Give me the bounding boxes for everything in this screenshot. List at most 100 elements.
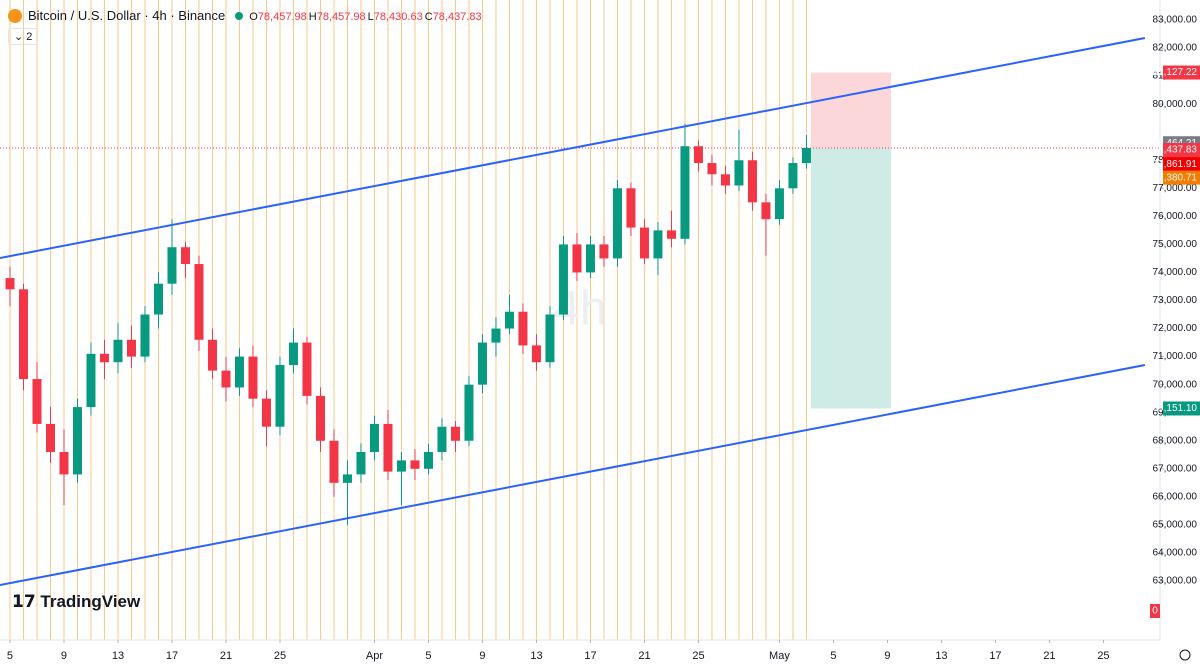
- y-tick-label: 82,000.00: [1153, 43, 1198, 54]
- channel-line: [0, 364, 1146, 587]
- legend-value: 78,457.98: [316, 11, 366, 23]
- volume-label: 0: [1152, 606, 1158, 617]
- price-label: 69,151.10: [1153, 403, 1198, 414]
- x-tick-label: 21: [638, 650, 650, 662]
- price-label: 77,380.71: [1153, 172, 1198, 183]
- y-tick-label: 75,000.00: [1153, 239, 1198, 250]
- y-tick-label: 72,000.00: [1153, 323, 1198, 334]
- candle-body: [545, 314, 555, 363]
- candle-body: [734, 160, 744, 186]
- x-tick-label: 21: [220, 650, 232, 662]
- candle-body: [126, 339, 136, 357]
- candle-body: [464, 384, 474, 441]
- settings-button[interactable]: [1179, 649, 1191, 661]
- candle-body: [450, 426, 460, 441]
- y-tick-label: 66,000.00: [1153, 491, 1198, 502]
- symbol-header: Bitcoin / U.S. Dollar · 4h · Binance O78…: [8, 8, 484, 23]
- legend-key: H: [308, 11, 317, 23]
- candle-body: [437, 426, 447, 452]
- candle-body: [761, 202, 771, 220]
- x-tick-label: 13: [530, 650, 542, 662]
- candle-body: [329, 440, 339, 483]
- candle-body: [261, 398, 271, 427]
- x-tick-label: 25: [692, 650, 704, 662]
- price-label-bg: [1163, 401, 1200, 416]
- x-tick-label: 9: [479, 650, 485, 662]
- x-tick-label: 17: [166, 650, 178, 662]
- legend-key: C: [424, 11, 433, 23]
- price-label-bg: [1163, 157, 1200, 172]
- candle-body: [518, 311, 528, 346]
- legend-key: O: [249, 11, 258, 23]
- symbol-title: Bitcoin / U.S. Dollar · 4h · Binance: [28, 8, 226, 23]
- candle-body: [167, 247, 177, 284]
- candle-body: [275, 365, 285, 427]
- price-label-bg: [1163, 170, 1200, 185]
- price-label: 81,127.22: [1153, 67, 1198, 78]
- x-tick-label: 17: [584, 650, 596, 662]
- price-axis: [1160, 0, 1200, 666]
- candle-body: [45, 423, 55, 452]
- x-tick-label: 9: [61, 650, 67, 662]
- candle-body: [531, 345, 541, 363]
- candle-body: [59, 451, 69, 475]
- y-tick-label: 67,000.00: [1153, 463, 1198, 474]
- candle-body: [774, 188, 784, 220]
- candle-body: [585, 244, 595, 273]
- candle-body: [558, 244, 568, 315]
- x-tick-label: 5: [830, 650, 836, 662]
- candle-body: [639, 227, 649, 259]
- x-tick-label: 21: [1043, 650, 1055, 662]
- target-zone: [810, 147, 891, 409]
- x-tick-label: 13: [935, 650, 947, 662]
- y-tick-label: 63,000.00: [1153, 576, 1198, 587]
- candle-body: [801, 147, 811, 164]
- coin-icon: [8, 8, 22, 23]
- brand-logo[interactable]: 𝟭𝟳 TradingView: [12, 592, 141, 611]
- candle-body: [720, 174, 730, 186]
- candle-body: [369, 423, 379, 452]
- y-tick-label: 74,000.00: [1153, 267, 1198, 278]
- price-label-bg: [1163, 65, 1200, 80]
- candle-body: [504, 311, 514, 329]
- candle-body: [72, 407, 82, 475]
- candle-body: [423, 451, 433, 469]
- candle-body: [342, 474, 352, 483]
- x-tick-label: 5: [425, 650, 431, 662]
- candle-body: [153, 283, 163, 315]
- x-tick-label: Apr: [366, 650, 383, 662]
- candle-body: [626, 188, 636, 228]
- candle-body: [653, 230, 663, 259]
- candle-body: [99, 353, 109, 363]
- indicator-count: 2: [26, 31, 33, 43]
- price-label: 78,437.83: [1153, 145, 1198, 156]
- y-tick-label: 71,000.00: [1153, 351, 1198, 362]
- candle-body: [194, 264, 204, 340]
- candle-body: [234, 356, 244, 388]
- x-tick-label: 25: [274, 650, 286, 662]
- x-tick-label: 13: [112, 650, 124, 662]
- candle-body: [666, 230, 676, 239]
- candle-body: [221, 370, 231, 388]
- x-tick-label: 17: [989, 650, 1001, 662]
- candle-body: [288, 342, 298, 366]
- volume-label-bg: [1150, 604, 1160, 618]
- x-tick-label: May: [769, 650, 790, 662]
- candle-body: [32, 379, 42, 424]
- candle-body: [18, 289, 28, 380]
- y-tick-label: 77,000.00: [1153, 183, 1198, 194]
- market-status: [235, 11, 244, 20]
- y-tick-label: 80,000.00: [1153, 99, 1198, 110]
- candle-body: [315, 395, 325, 441]
- candle-body: [491, 328, 501, 343]
- price-label: 77,861.91: [1153, 159, 1198, 170]
- price-label-bg: [1163, 142, 1200, 157]
- candle-body: [180, 247, 190, 265]
- indicator-toggle[interactable]: ⌄ 2: [8, 28, 39, 45]
- candle-body: [5, 278, 15, 290]
- x-tick-label: 25: [1097, 650, 1109, 662]
- legend-value: 78,457.98: [257, 11, 307, 23]
- ohlc-legend: O78,457.98 H78,457.98 L78,430.63 C78,437.83: [249, 8, 483, 23]
- y-tick-label: 73,000.00: [1153, 295, 1198, 306]
